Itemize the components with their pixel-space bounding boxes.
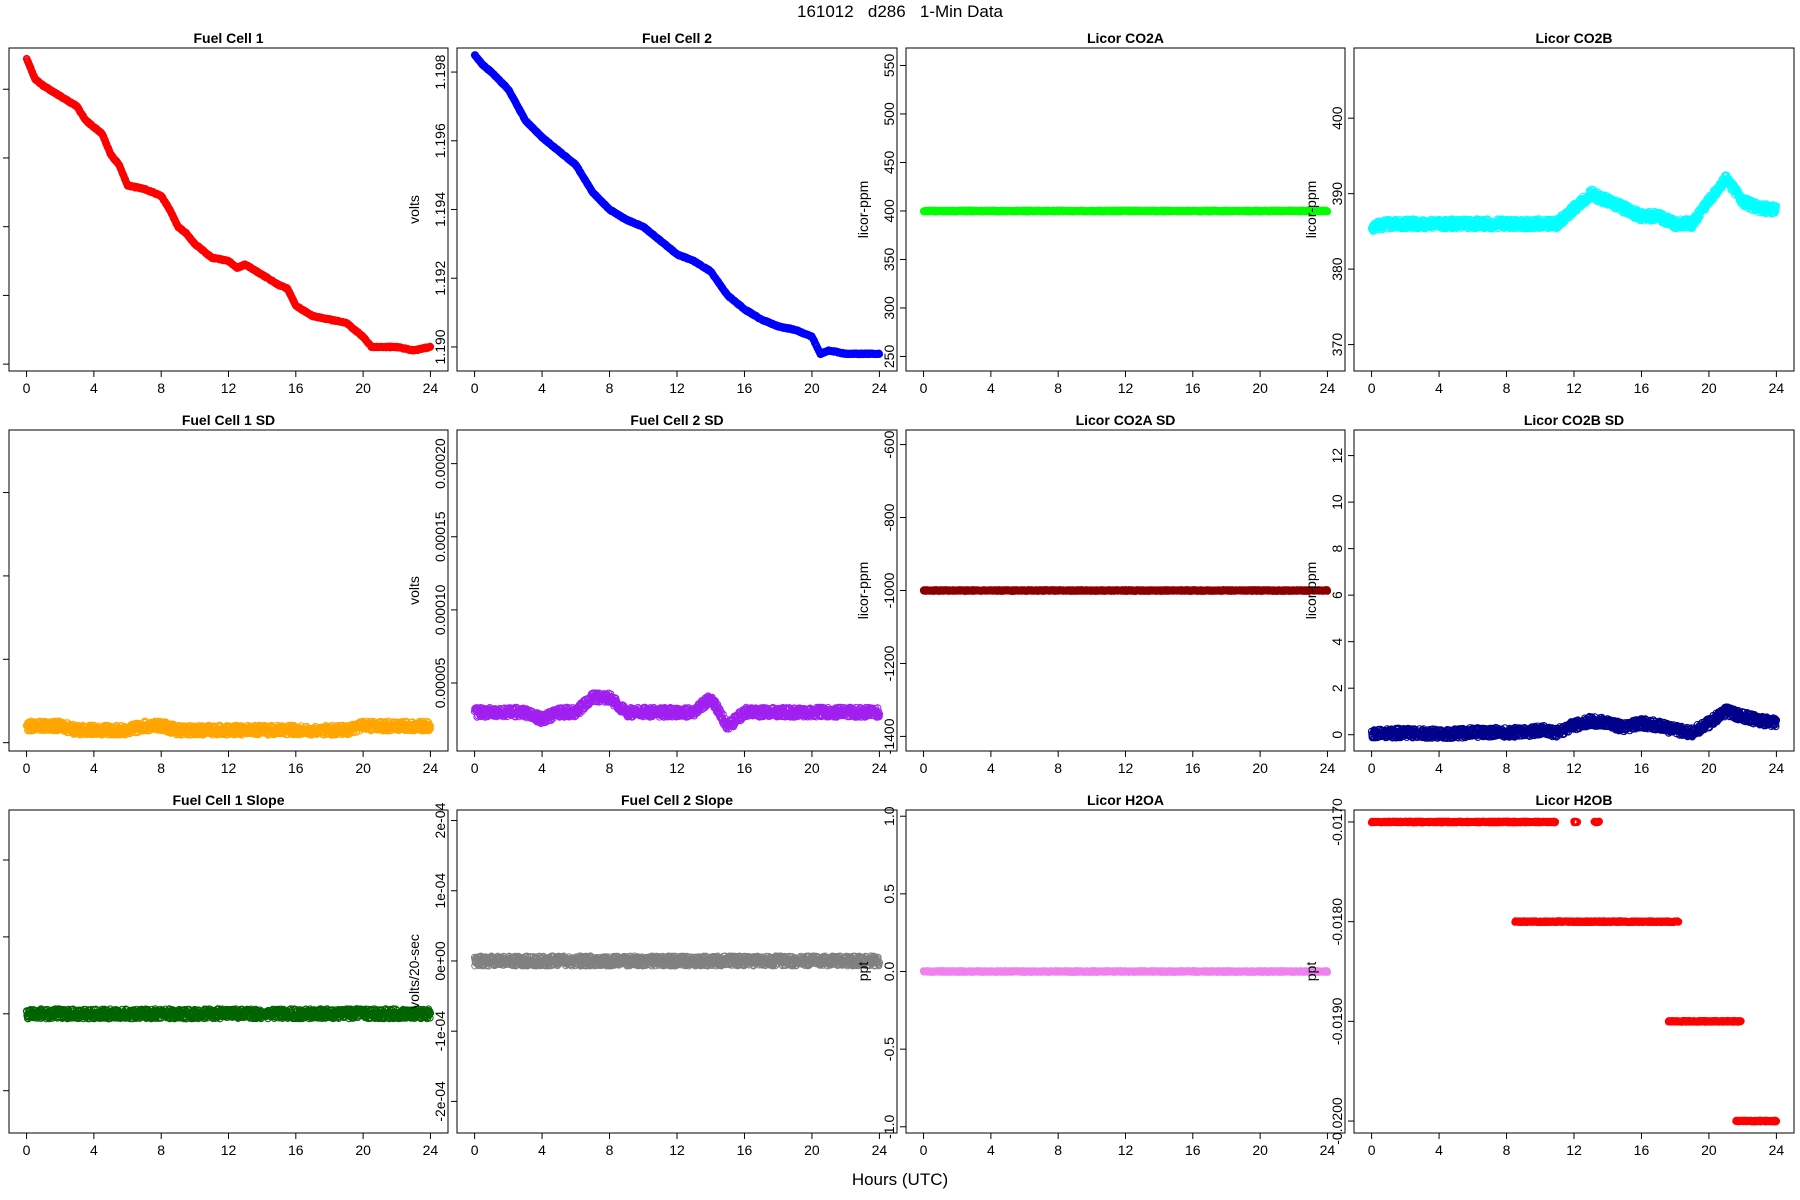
x-tick-label: 4 (90, 380, 98, 396)
y-tick-label: 250 (881, 345, 897, 369)
y-tick-label: 1.196 (432, 123, 448, 158)
x-tick-label: 20 (804, 380, 820, 396)
x-tick-label: 8 (1503, 380, 1511, 396)
x-tick-label: 24 (1320, 380, 1336, 396)
x-tick-label: 12 (1118, 380, 1134, 396)
chart-panel-4: Licor CO2B licor-ppm 0 4 8 12 16 20 24 370 380 390 4… (1303, 30, 1795, 396)
x-tick-label: 0 (1368, 380, 1376, 396)
y-tick-label: 500 (881, 102, 897, 126)
chart-title: Fuel Cell 2 (642, 30, 712, 46)
data-points (1367, 171, 1781, 235)
y-axis-label: licor-ppm (855, 181, 871, 239)
chart-panel-1: Fuel Cell 1volts048121620240.9780.9800.9… (3, 30, 449, 396)
x-tick-label: 12 (1566, 380, 1582, 396)
page-title: 161012 d286 1-Min Data (796, 2, 1004, 21)
x-tick-label: 0 (471, 380, 479, 396)
chart-panel-2: Fuel Cell 2 volts 0 4 8 12 16 20 24 1.190 1.192 1.1… (406, 30, 898, 396)
x-tick-label: 20 (1252, 380, 1268, 396)
x-tick-label: 16 (737, 380, 753, 396)
y-tick-label: 1.192 (432, 260, 448, 295)
x-tick-label: 20 (1701, 380, 1717, 396)
x-tick-label: 24 (872, 380, 888, 396)
x-tick-label: 4 (538, 380, 546, 396)
y-tick-label: 450 (881, 151, 897, 175)
y-tick-label: 300 (881, 296, 897, 320)
chart-panel-3: Licor CO2A licor-ppm 0 4 8 12 16 20 24 250 300 350 4… (855, 30, 1346, 396)
y-axis-label: licor-ppm (1303, 181, 1319, 239)
plot-frame (456, 47, 898, 372)
chart-title: Fuel Cell 1 (193, 30, 263, 46)
x-tick-label: 4 (987, 380, 995, 396)
y-tick-label: 1.194 (432, 192, 448, 227)
x-tick-label: 4 (1435, 380, 1443, 396)
y-tick-label: 400 (881, 199, 897, 223)
x-tick-label: 16 (1185, 380, 1201, 396)
x-tick-label: 12 (221, 380, 237, 396)
x-tick-label: 12 (669, 380, 685, 396)
x-tick-label: 8 (606, 380, 614, 396)
x-tick-label: 20 (355, 380, 371, 396)
x-tick-label: 8 (1054, 380, 1062, 396)
x-tick-label: 24 (423, 380, 439, 396)
data-points (22, 54, 435, 355)
x-tick-label: 16 (288, 380, 304, 396)
x-tick-label: 8 (157, 380, 165, 396)
x-tick-label: 16 (1634, 380, 1650, 396)
x-tick-label: 24 (1769, 380, 1785, 396)
x-tick-label: 0 (920, 380, 928, 396)
y-tick-label: 1.198 (432, 54, 448, 89)
y-tick-label: 380 (1329, 257, 1345, 281)
y-tick-label: 1.190 (432, 329, 448, 364)
y-axis-label: volts (406, 195, 422, 224)
y-tick-label: 550 (881, 54, 897, 78)
chart-title: Licor CO2A (1087, 30, 1164, 46)
plot-frame (8, 47, 449, 372)
y-tick-label: 350 (881, 248, 897, 272)
data-points (470, 51, 884, 359)
chart-title: Licor CO2B (1535, 30, 1612, 46)
x-tick-label: 0 (23, 380, 31, 396)
y-tick-label: 400 (1329, 106, 1345, 130)
data-points (919, 206, 1332, 216)
y-tick-label: 370 (1329, 333, 1345, 357)
y-tick-label: 390 (1329, 182, 1345, 206)
